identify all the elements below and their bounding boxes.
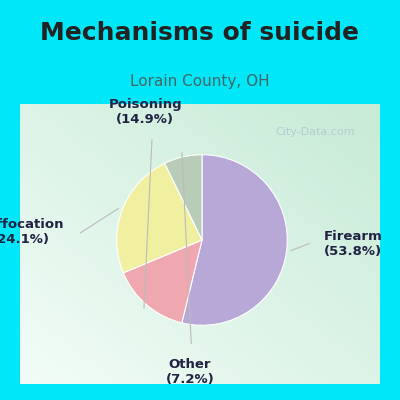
Text: Firearm
(53.8%): Firearm (53.8%) [324, 230, 382, 258]
Wedge shape [123, 240, 202, 323]
Text: Suffocation
(24.1%): Suffocation (24.1%) [0, 218, 64, 246]
Text: City-Data.com: City-Data.com [275, 127, 355, 137]
Wedge shape [117, 163, 202, 273]
Text: Poisoning
(14.9%): Poisoning (14.9%) [108, 98, 182, 126]
Text: Other
(7.2%): Other (7.2%) [166, 358, 214, 386]
Text: Mechanisms of suicide: Mechanisms of suicide [40, 21, 360, 45]
Text: Lorain County, OH: Lorain County, OH [130, 74, 270, 89]
Wedge shape [165, 155, 202, 240]
Wedge shape [182, 155, 287, 325]
